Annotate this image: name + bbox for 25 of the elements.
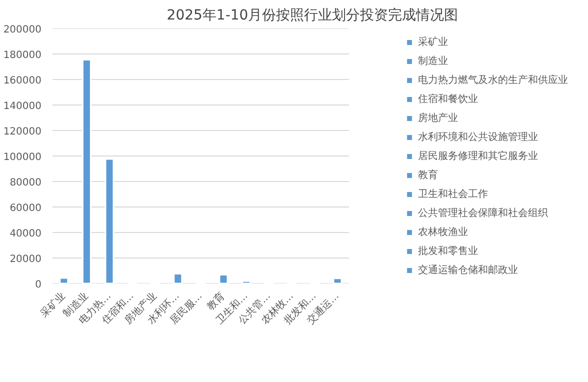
legend-label: 卫生和社会工作 — [418, 188, 488, 200]
legend-label: 居民服务修理和其它服务业 — [418, 150, 538, 162]
y-tick-label: 0 — [35, 280, 42, 290]
legend-label: 公共管理社会保障和社会组织 — [418, 206, 548, 220]
legend-label: 批发和零售业 — [418, 244, 478, 258]
legend-label: 水利环境和公共设施管理业 — [418, 130, 538, 144]
y-tick-label: 140000 — [3, 101, 42, 112]
y-tick-label: 80000 — [10, 178, 42, 188]
y-tick-label: 120000 — [3, 126, 42, 138]
legend-label: 制造业 — [418, 54, 448, 68]
legend-label: 交通运输仓储和邮政业 — [418, 264, 518, 276]
legend-label: 农林牧渔业 — [418, 226, 468, 238]
chart-title: 2025年1-10月份按照行业划分投资完成情况图 — [166, 8, 458, 24]
legend-label: 房地产业 — [418, 112, 458, 124]
y-tick-label: 160000 — [3, 76, 42, 86]
y-tick-label: 180000 — [3, 50, 42, 61]
y-tick-label: 100000 — [3, 152, 42, 163]
legend-label: 住宿和餐饮业 — [418, 92, 478, 106]
legend-label: 采矿业 — [418, 36, 448, 48]
y-tick-label: 200000 — [3, 24, 42, 36]
legend-label: 电力热力燃气及水的生产和供应业 — [418, 74, 568, 86]
legend-label: 教育 — [418, 168, 438, 182]
y-tick-label: 20000 — [10, 254, 42, 265]
y-tick-label: 40000 — [10, 228, 42, 240]
y-tick-label: 60000 — [10, 203, 42, 214]
